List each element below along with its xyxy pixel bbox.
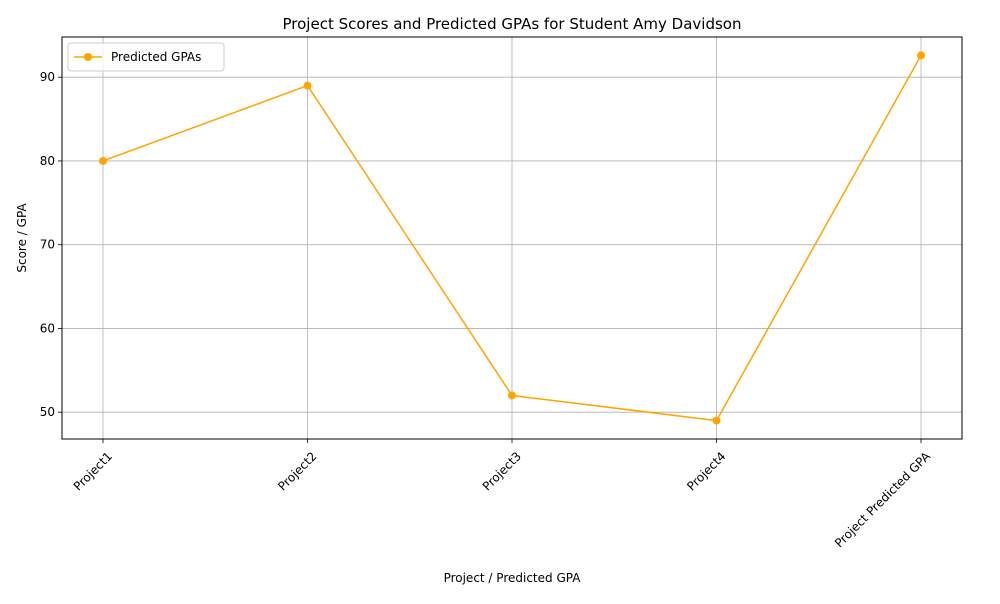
data-point bbox=[99, 156, 107, 165]
x-tick-label: Project4 bbox=[684, 449, 728, 493]
y-axis-label: Score / GPA bbox=[15, 203, 29, 273]
chart-title: Project Scores and Predicted GPAs for St… bbox=[283, 15, 742, 33]
data-point bbox=[917, 51, 925, 60]
y-tick-label: 60 bbox=[40, 321, 55, 335]
data-point bbox=[712, 416, 721, 425]
data-point bbox=[508, 391, 516, 400]
y-tick-label: 80 bbox=[40, 154, 55, 168]
x-tick-label: Project3 bbox=[480, 449, 524, 493]
y-tick-label: 70 bbox=[40, 238, 55, 252]
data-point bbox=[303, 81, 312, 90]
x-tick-label: Project1 bbox=[71, 449, 115, 493]
x-tick-label: Project Predicted GPA bbox=[832, 449, 934, 551]
x-axis-ticks: Project1 Project2 Project3 Project4 Project … bbox=[71, 439, 934, 550]
grid-lines bbox=[62, 37, 962, 439]
chart-legend: Predicted GPAs bbox=[67, 42, 225, 72]
y-axis-ticks: 50 60 70 80 90 bbox=[40, 70, 62, 419]
series-layer bbox=[99, 51, 925, 425]
legend-label: Predicted GPAs bbox=[111, 50, 201, 64]
legend-box bbox=[67, 42, 225, 72]
y-tick-label: 90 bbox=[40, 70, 55, 84]
x-axis-label: Project / Predicted GPA bbox=[444, 571, 582, 585]
legend-marker-swatch bbox=[84, 53, 92, 61]
y-tick-label: 50 bbox=[40, 405, 55, 419]
x-tick-label: Project2 bbox=[275, 449, 319, 493]
